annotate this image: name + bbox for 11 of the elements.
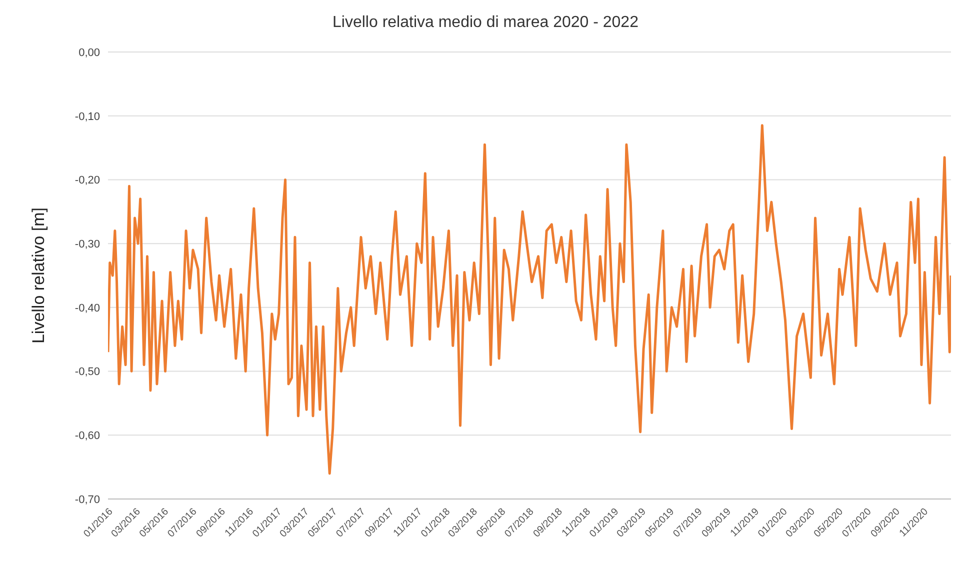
y-tick-label: -0,40 (74, 302, 100, 314)
y-tick-label: -0,20 (74, 174, 100, 187)
y-tick-label: -0,30 (74, 238, 100, 250)
y-tick-label: -0,60 (74, 430, 100, 442)
y-tick-label: -0,50 (74, 366, 100, 378)
y-tick-label: -0,10 (74, 110, 100, 123)
y-tick-label: 0,00 (78, 46, 100, 59)
y-axis-title: Livello relativo [m] (29, 207, 48, 344)
line-series (108, 124, 951, 475)
chart-title: Livello relativa medio di marea 2020 - 2022 (332, 13, 640, 33)
y-tick-label: -0,70 (74, 494, 100, 506)
